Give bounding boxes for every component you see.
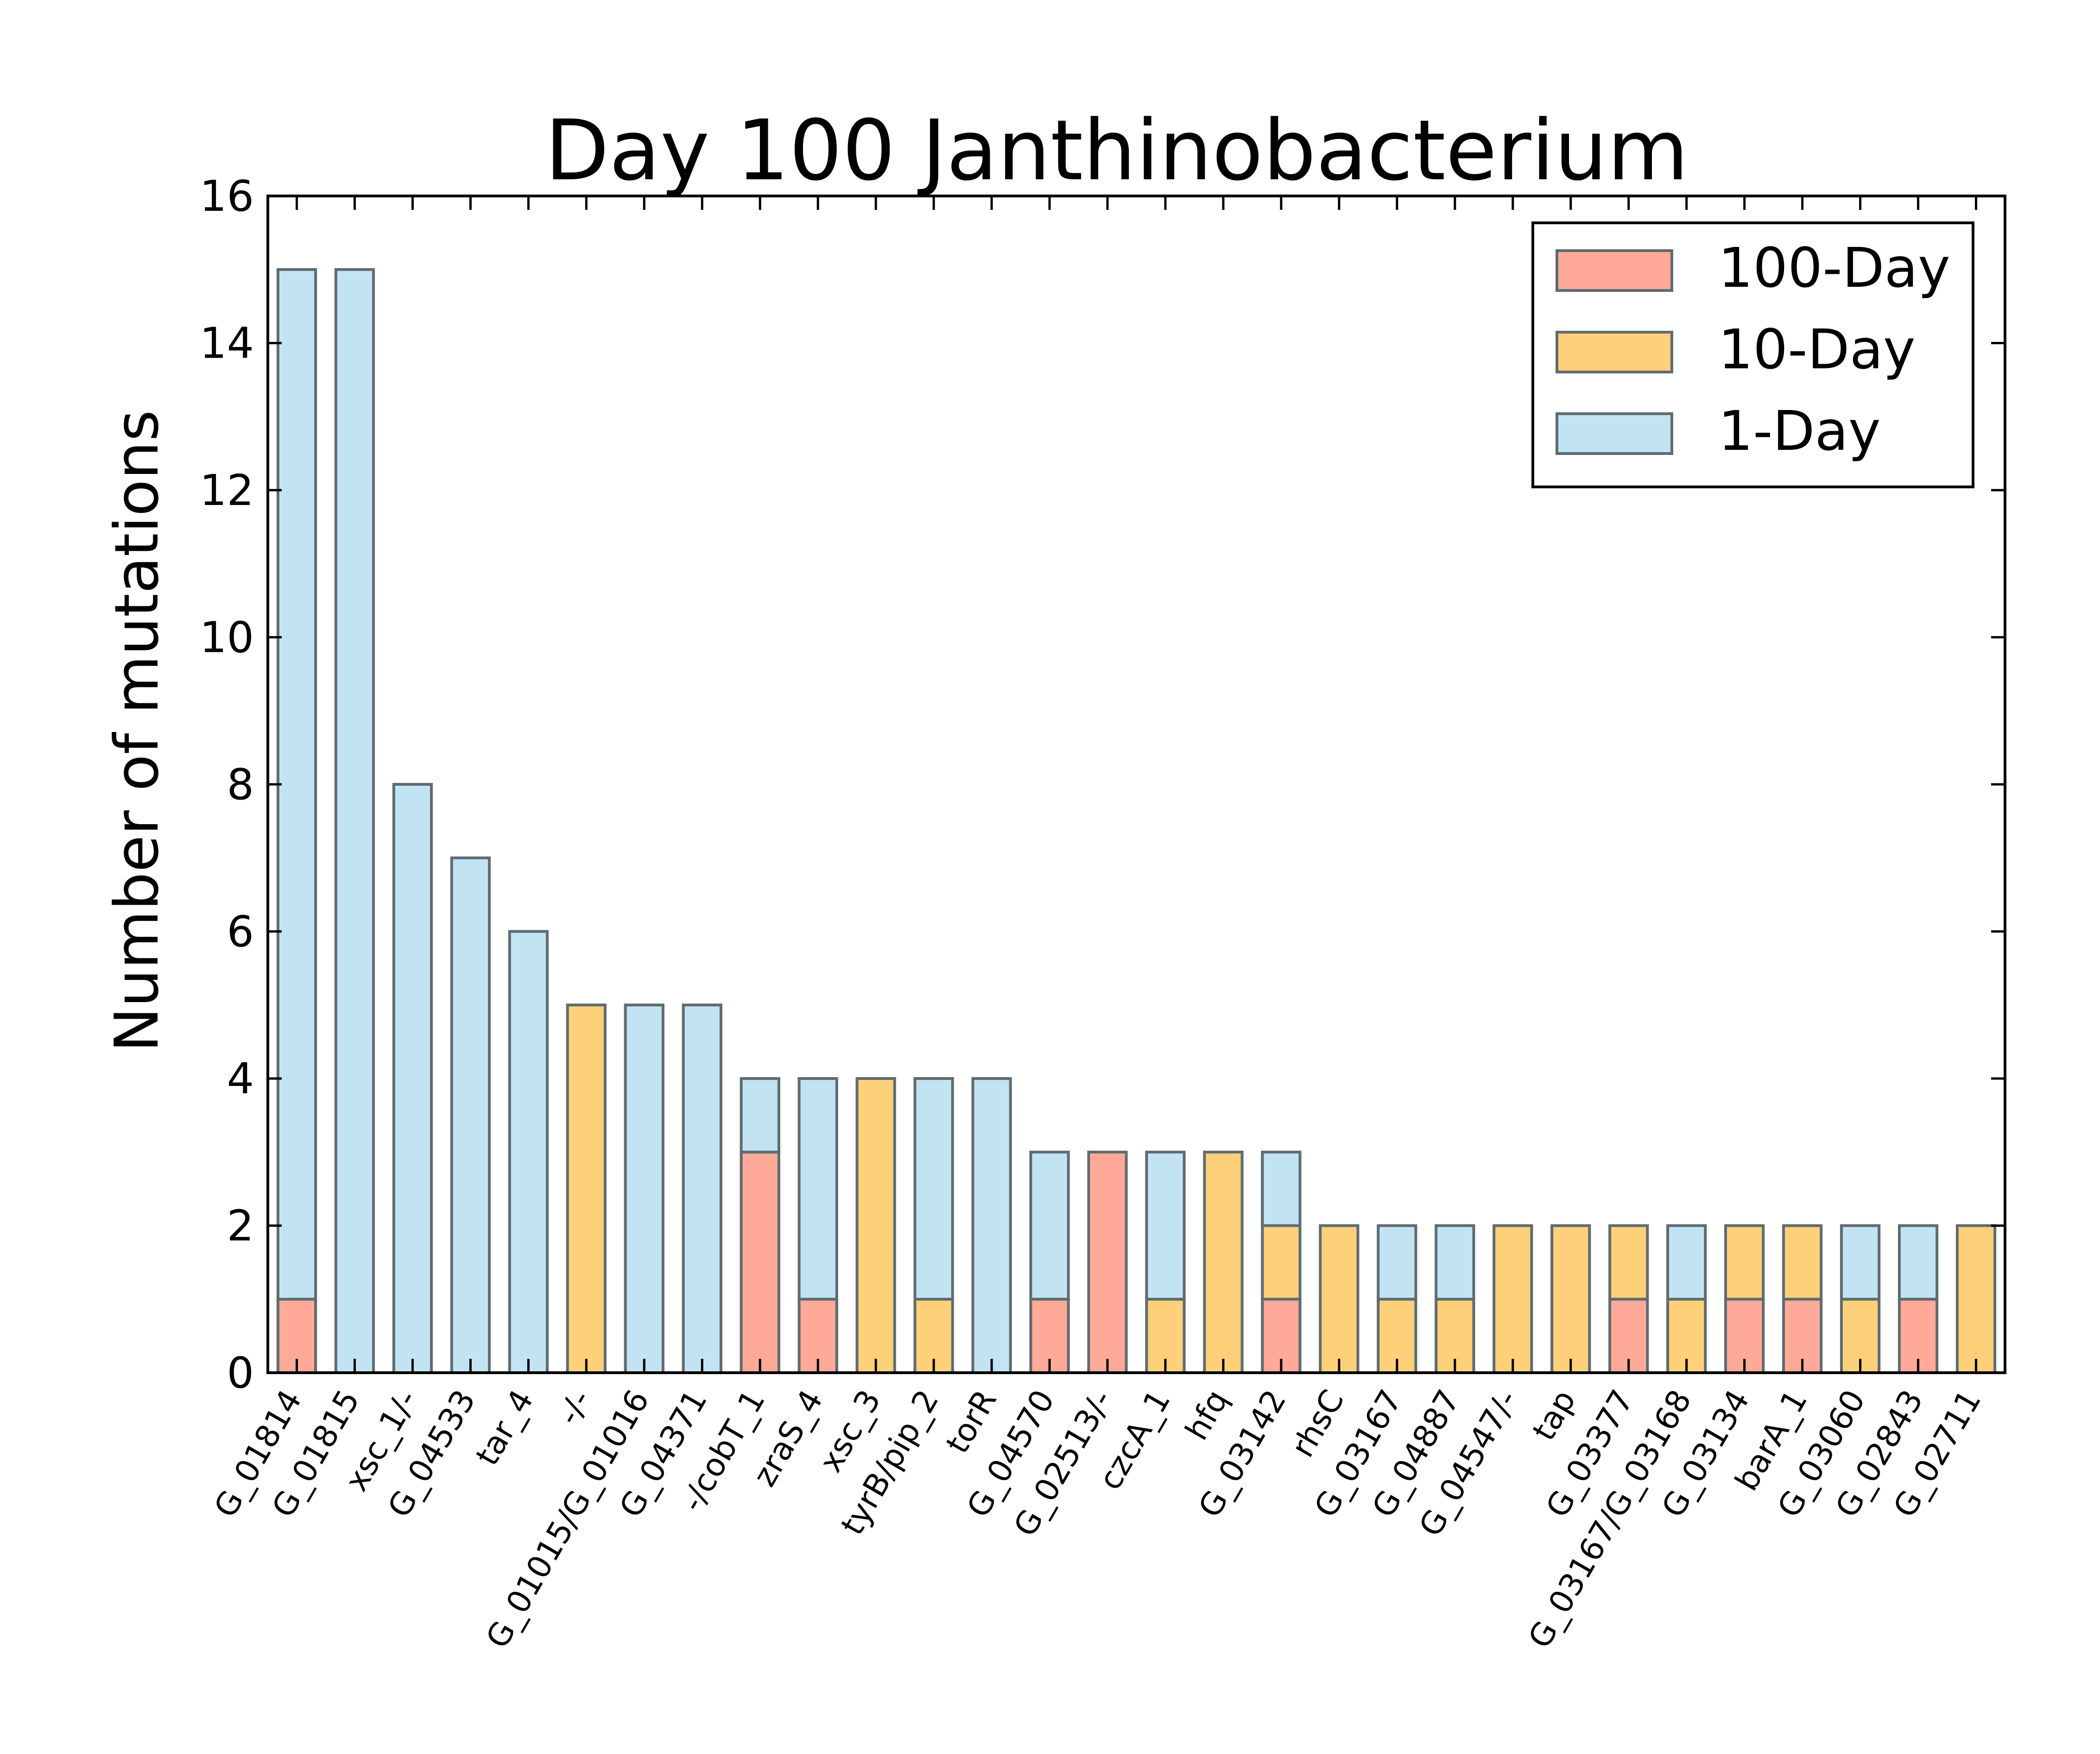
legend: 100-Day 10-Day 1-Day: [1531, 221, 1974, 488]
bar-segment-day1: [334, 268, 375, 1374]
legend-swatch: [1556, 249, 1673, 292]
bar-segment-day10: [566, 1003, 607, 1374]
x-tick-label: -/-: [550, 1384, 599, 1431]
bar-segment-day10: [855, 1077, 896, 1374]
bar-segment-day10: [1550, 1224, 1591, 1374]
bar-segment-day1: [971, 1077, 1012, 1374]
bar-segment-day1: [1840, 1224, 1881, 1301]
bar-segment-day1: [1029, 1150, 1070, 1301]
bar-segment-day1: [508, 930, 549, 1374]
y-tick-label: 8: [227, 760, 254, 809]
bar-segment-day1: [1377, 1224, 1417, 1301]
x-tick-label: tar_4: [469, 1384, 541, 1472]
bar-segment-day10: [1493, 1224, 1533, 1374]
chart-title: Day 100 Janthinobacterium: [545, 102, 1689, 199]
x-tick-label: tap: [1525, 1384, 1583, 1447]
legend-label: 1-Day: [1718, 399, 1881, 463]
bar-segment-day1: [1145, 1150, 1186, 1301]
bar-segment-day100: [740, 1150, 780, 1374]
bar-segment-day1: [392, 783, 433, 1374]
bar-segment-day10: [1319, 1224, 1360, 1374]
bar-segment-day1: [740, 1077, 780, 1154]
bar-segment-day1: [1261, 1150, 1302, 1227]
bar-segment-day1: [450, 856, 491, 1374]
bars-layer: [276, 268, 1997, 1374]
bar-segment-day1: [624, 1003, 664, 1374]
bar-segment-day10: [1955, 1224, 1997, 1374]
legend-swatch: [1556, 412, 1673, 455]
bar-segment-day1: [1435, 1224, 1475, 1301]
y-axis-label: Number of mutations: [101, 410, 172, 1053]
bar-segment-day10: [1724, 1224, 1765, 1301]
bar-segment-day10: [1782, 1224, 1823, 1301]
y-tick-label: 12: [200, 466, 254, 515]
y-tick-label: 4: [227, 1054, 254, 1104]
bar-segment-day100: [1087, 1150, 1128, 1374]
legend-label: 10-Day: [1718, 317, 1916, 381]
y-tick-label: 16: [200, 171, 254, 221]
bar-segment-day1: [1666, 1224, 1707, 1301]
bar-segment-day10: [1261, 1224, 1302, 1301]
bar-segment-day1: [682, 1003, 722, 1374]
y-tick-label: 10: [200, 613, 254, 662]
bar-segment-day1: [913, 1077, 954, 1301]
y-tick-label: 6: [227, 907, 254, 957]
legend-label: 100-Day: [1718, 236, 1950, 300]
y-tick-label: 14: [200, 319, 254, 368]
bar-segment-day1: [276, 268, 317, 1301]
bar-segment-day10: [1203, 1150, 1244, 1374]
legend-swatch: [1556, 331, 1673, 373]
bar-segment-day1: [797, 1077, 838, 1301]
x-tick-label: hfq: [1178, 1384, 1236, 1446]
bar-segment-day1: [1898, 1224, 1939, 1301]
y-tick-label: 2: [227, 1201, 254, 1251]
y-tick-label: 0: [227, 1348, 254, 1398]
bar-segment-day10: [1608, 1224, 1649, 1301]
